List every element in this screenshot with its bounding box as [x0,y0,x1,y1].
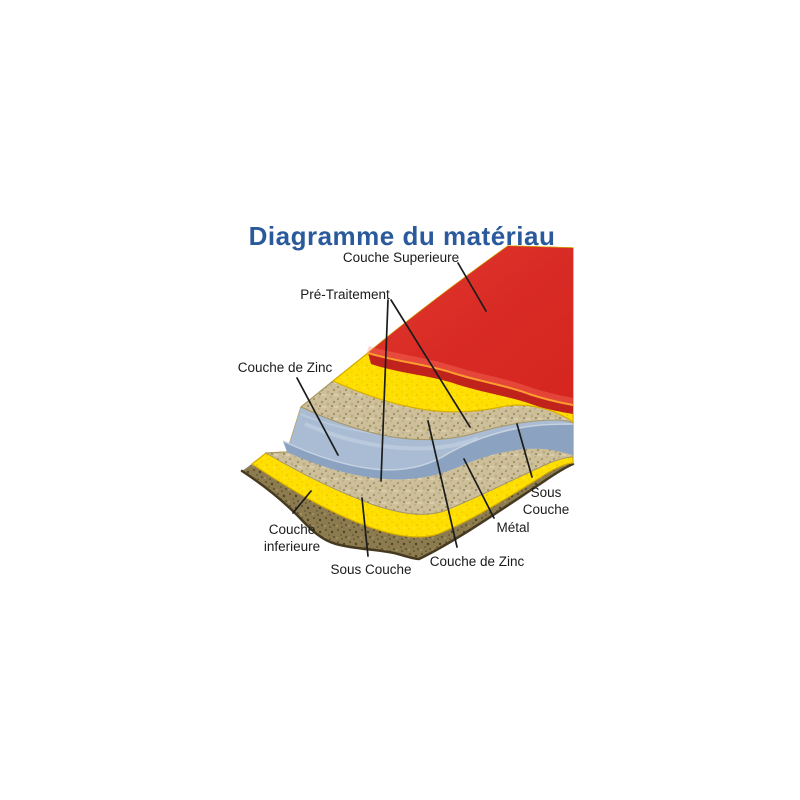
layer-couche-inferieure-bottom-rim [240,462,575,561]
label-couche-superieure: Couche Superieure [343,250,459,265]
leader-couche-de-zinc-left [296,377,339,456]
label-couche-de-zinc-right: Couche de Zinc [430,554,525,569]
leader-couche-superieure [457,262,487,312]
label-sous-couche-right-line2: Couche [523,502,570,517]
label-couche-de-zinc-left: Couche de Zinc [238,360,333,375]
layer-couche-superieure-front-face [368,353,573,414]
page-title: Diagramme du matériau [249,221,556,251]
label-couche-inferieure-line2: inferieure [264,539,320,554]
leader-lines [292,262,533,557]
red-near-edge-light-band [367,346,574,404]
leader-couche-de-zinc-right [427,420,458,548]
leader-sous-couche-bottom [361,497,369,557]
label-sous-couche-right-line1: Sous [531,485,562,500]
leader-pre-traitement-upper [390,299,471,428]
label-metal: Métal [496,520,529,535]
label-pre-traitement: Pré-Traitement [300,287,390,302]
label-sous-couche-bottom: Sous Couche [330,562,411,577]
label-couche-inferieure-line1: Couche [269,522,316,537]
metal-sheen-wave [304,422,479,451]
leader-sous-couche-right [516,423,533,478]
red-rim-orange-line [367,352,574,406]
leader-metal [463,458,495,519]
metal-rim-highlight [282,423,574,471]
layer-couche-superieure-top [368,246,573,405]
leader-couche-inferieure [292,490,312,514]
leader-pre-traitement-lower [380,299,389,482]
layer-metal-front-face [283,424,573,480]
